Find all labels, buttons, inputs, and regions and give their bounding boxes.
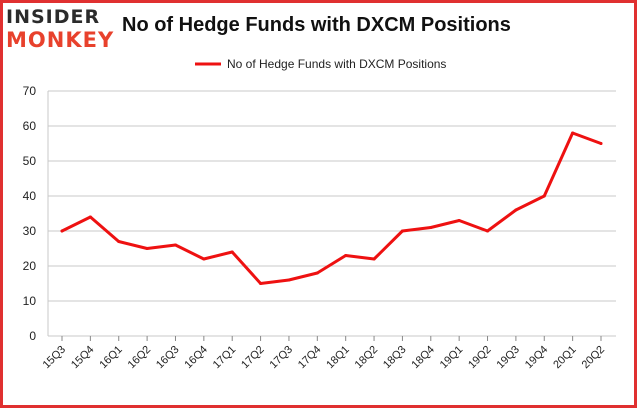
x-axis-ticks: 15Q3 15Q4 16Q1 16Q2 16Q3 16Q4 17Q1 17Q2 17Q3 17Q4… bbox=[41, 336, 608, 372]
x-tick-label: 19Q4 bbox=[523, 344, 551, 372]
data-point bbox=[287, 278, 291, 282]
logo-text-bottom: MONKEY bbox=[6, 28, 115, 52]
data-point bbox=[315, 271, 319, 275]
data-point bbox=[145, 247, 149, 250]
data-point bbox=[372, 257, 376, 261]
x-tick-label: 18Q4 bbox=[409, 344, 437, 372]
x-tick-label: 17Q2 bbox=[239, 344, 267, 372]
data-point bbox=[259, 282, 263, 285]
data-point bbox=[400, 229, 404, 233]
data-point bbox=[599, 142, 603, 145]
y-tick-label: 50 bbox=[23, 154, 37, 168]
data-point bbox=[202, 257, 206, 261]
chart-title: No of Hedge Funds with DXCM Positions bbox=[122, 14, 511, 36]
data-point bbox=[173, 243, 177, 247]
y-axis-ticks: 0 10 20 30 40 50 60 70 bbox=[23, 84, 37, 343]
x-tick-label: 20Q2 bbox=[580, 344, 608, 372]
x-tick-label: 16Q4 bbox=[182, 344, 210, 372]
y-tick-label: 40 bbox=[23, 189, 37, 203]
x-tick-label: 16Q1 bbox=[97, 344, 125, 372]
x-tick-label: 18Q3 bbox=[381, 344, 409, 372]
series-layer bbox=[60, 131, 603, 285]
data-point bbox=[230, 250, 234, 254]
data-point bbox=[117, 240, 121, 243]
x-tick-label: 15Q3 bbox=[41, 344, 69, 372]
x-tick-label: 20Q1 bbox=[551, 344, 579, 372]
x-tick-label: 19Q1 bbox=[438, 344, 466, 372]
data-point bbox=[429, 226, 433, 229]
legend-label: No of Hedge Funds with DXCM Positions bbox=[227, 57, 446, 71]
data-point bbox=[486, 229, 490, 233]
data-point bbox=[514, 208, 518, 212]
x-tick-label: 19Q2 bbox=[466, 344, 494, 372]
y-tick-label: 30 bbox=[23, 224, 37, 238]
series-line bbox=[60, 131, 603, 285]
data-point bbox=[457, 219, 461, 222]
data-point bbox=[344, 254, 348, 257]
data-point bbox=[571, 131, 575, 135]
insider-monkey-logo: INSIDER MONKEY bbox=[6, 6, 118, 54]
data-point bbox=[60, 229, 64, 233]
y-tick-label: 70 bbox=[23, 84, 37, 98]
y-tick-label: 20 bbox=[23, 259, 37, 273]
gridlines bbox=[47, 90, 616, 337]
x-tick-label: 19Q3 bbox=[494, 344, 522, 372]
x-tick-label: 17Q3 bbox=[268, 344, 296, 372]
x-tick-label: 17Q4 bbox=[296, 344, 324, 372]
y-tick-label: 10 bbox=[23, 294, 37, 308]
x-tick-label: 18Q2 bbox=[353, 344, 381, 372]
legend: No of Hedge Funds with DXCM Positions bbox=[195, 57, 446, 71]
y-tick-label: 0 bbox=[29, 329, 36, 343]
x-tick-label: 18Q1 bbox=[324, 344, 352, 372]
data-point bbox=[542, 194, 546, 198]
x-tick-label: 16Q2 bbox=[126, 344, 154, 372]
logo-text-top: INSIDER bbox=[6, 6, 101, 28]
x-tick-label: 15Q4 bbox=[69, 344, 97, 372]
x-tick-label: 17Q1 bbox=[211, 344, 239, 372]
data-point bbox=[88, 215, 92, 219]
x-tick-label: 16Q3 bbox=[154, 344, 182, 372]
y-tick-label: 60 bbox=[23, 119, 37, 133]
